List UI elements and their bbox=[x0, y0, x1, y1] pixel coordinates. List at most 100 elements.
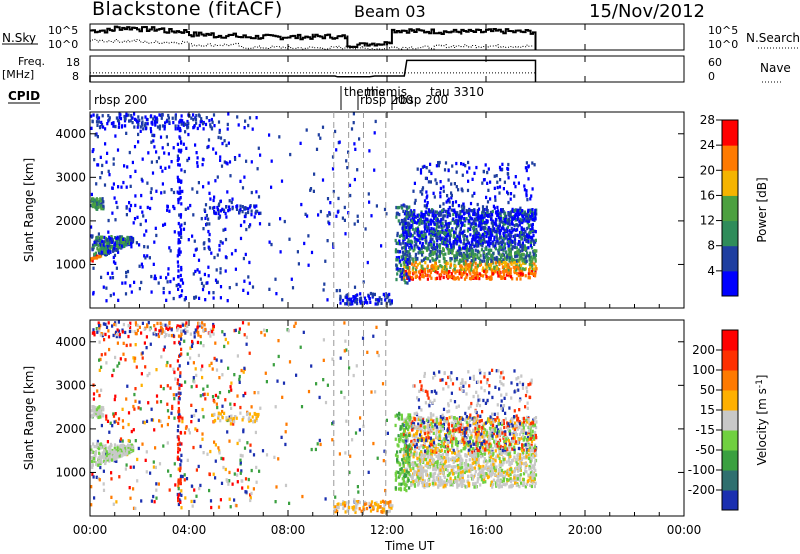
range-gate-pixel bbox=[403, 204, 406, 208]
range-gate-pixel bbox=[109, 240, 112, 244]
range-gate-pixel bbox=[418, 217, 421, 221]
range-gate-pixel bbox=[105, 248, 108, 252]
range-gate-pixel bbox=[144, 256, 147, 260]
range-gate-pixel bbox=[285, 422, 288, 426]
range-gate-pixel bbox=[426, 217, 429, 221]
range-gate-pixel bbox=[256, 167, 259, 171]
range-gate-pixel bbox=[164, 121, 167, 125]
range-gate-pixel bbox=[505, 261, 508, 265]
range-gate-pixel bbox=[109, 238, 112, 242]
range-gate-pixel bbox=[177, 148, 180, 152]
range-gate-pixel bbox=[199, 483, 202, 488]
range-gate-pixel bbox=[454, 227, 458, 231]
range-gate-pixel bbox=[156, 400, 159, 404]
range-gate-pixel bbox=[331, 357, 334, 361]
range-gate-pixel bbox=[251, 285, 255, 289]
range-gate-pixel bbox=[186, 324, 189, 328]
range-gate-pixel bbox=[483, 237, 486, 241]
range-gate-pixel bbox=[396, 272, 399, 276]
range-gate-pixel bbox=[116, 235, 119, 239]
range-gate-pixel bbox=[531, 161, 534, 165]
range-gate-pixel bbox=[173, 416, 176, 420]
range-gate-pixel bbox=[481, 209, 485, 214]
range-gate-pixel bbox=[208, 191, 211, 195]
range-gate-pixel bbox=[495, 230, 498, 234]
range-gate-pixel bbox=[390, 506, 393, 510]
range-gate-pixel bbox=[142, 127, 145, 131]
range-gate-pixel bbox=[406, 211, 410, 216]
range-gate-pixel bbox=[369, 291, 372, 296]
range-gate-pixel bbox=[474, 240, 478, 245]
range-gate-pixel bbox=[508, 256, 511, 260]
range-gate-pixel bbox=[154, 327, 157, 331]
range-gate-pixel bbox=[318, 438, 321, 443]
range-gate-pixel bbox=[287, 329, 290, 333]
range-gate-pixel bbox=[447, 270, 450, 275]
range-gate-pixel bbox=[121, 328, 124, 332]
range-gate-pixel bbox=[304, 212, 307, 216]
range-gate-pixel bbox=[494, 261, 497, 265]
range-gate-pixel bbox=[177, 287, 180, 291]
range-gate-pixel bbox=[177, 163, 180, 167]
range-gate-pixel bbox=[204, 203, 208, 207]
freq-left-tick-top: 18 bbox=[66, 56, 80, 69]
range-gate-pixel bbox=[435, 265, 438, 269]
range-gate-pixel bbox=[129, 343, 132, 347]
range-gate-pixel bbox=[183, 169, 186, 174]
range-gate-pixel bbox=[430, 226, 433, 231]
range-gate-pixel bbox=[144, 121, 147, 126]
range-gate-pixel bbox=[180, 114, 183, 118]
range-gate-pixel bbox=[429, 180, 432, 184]
range-gate-pixel bbox=[112, 502, 115, 506]
range-gate-pixel bbox=[111, 211, 114, 215]
range-gate-pixel bbox=[511, 247, 514, 251]
range-gate-pixel bbox=[465, 416, 468, 420]
range-gate-pixel bbox=[495, 266, 499, 270]
range-gate-pixel bbox=[90, 448, 93, 452]
range-gate-pixel bbox=[435, 245, 439, 250]
range-gate-pixel bbox=[90, 485, 93, 489]
range-gate-pixel bbox=[489, 238, 492, 242]
range-gate-pixel bbox=[128, 486, 131, 490]
range-gate-pixel bbox=[474, 235, 477, 239]
range-gate-pixel bbox=[370, 500, 374, 504]
range-gate-pixel bbox=[265, 453, 269, 457]
range-gate-pixel bbox=[98, 451, 101, 455]
range-gate-pixel bbox=[264, 371, 267, 375]
range-gate-pixel bbox=[241, 210, 244, 214]
range-gate-pixel bbox=[414, 275, 417, 279]
range-gate-pixel bbox=[406, 260, 410, 264]
range-gate-pixel bbox=[526, 226, 529, 231]
range-gate-pixel bbox=[251, 127, 254, 131]
range-gate-pixel bbox=[314, 447, 317, 452]
range-gate-pixel bbox=[174, 127, 177, 131]
range-gate-pixel bbox=[447, 178, 450, 182]
range-gate-pixel bbox=[130, 290, 133, 294]
range-gate-pixel bbox=[98, 478, 101, 482]
range-gate-pixel bbox=[220, 456, 223, 461]
range-gate-pixel bbox=[180, 329, 183, 333]
range-gate-pixel bbox=[98, 125, 102, 130]
range-gate-pixel bbox=[229, 402, 232, 406]
range-gate-pixel bbox=[220, 164, 224, 168]
range-gate-pixel bbox=[497, 227, 500, 231]
range-gate-pixel bbox=[103, 248, 106, 252]
range-gate-pixel bbox=[100, 171, 103, 175]
range-gate-pixel bbox=[459, 210, 462, 214]
range-gate-pixel bbox=[226, 430, 229, 434]
range-gate-pixel bbox=[446, 215, 449, 219]
range-gate-pixel bbox=[401, 226, 404, 230]
range-gate-pixel bbox=[510, 226, 513, 231]
range-gate-pixel bbox=[125, 274, 128, 279]
range-gate-pixel bbox=[530, 241, 533, 245]
range-gate-pixel bbox=[120, 244, 123, 248]
range-gate-pixel bbox=[108, 235, 111, 239]
range-gate-pixel bbox=[216, 205, 219, 210]
range-gate-pixel bbox=[440, 217, 443, 222]
range-gate-pixel bbox=[146, 373, 149, 378]
range-gate-pixel bbox=[215, 268, 218, 272]
range-gate-pixel bbox=[203, 323, 206, 327]
range-gate-pixel bbox=[465, 256, 468, 260]
range-gate-pixel bbox=[275, 485, 278, 489]
range-gate-pixel bbox=[480, 213, 484, 218]
